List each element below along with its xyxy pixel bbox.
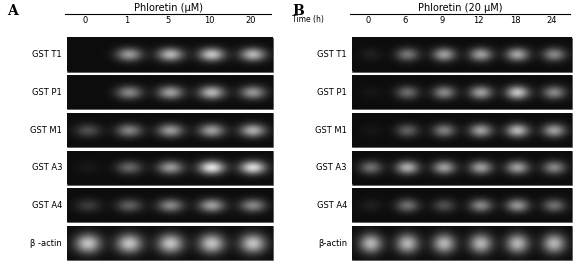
Text: GST M1: GST M1 xyxy=(30,126,62,135)
Bar xyxy=(352,150,572,185)
Text: 1: 1 xyxy=(124,16,130,25)
Text: 24: 24 xyxy=(547,16,557,25)
Text: B: B xyxy=(292,4,304,18)
Text: β -actin: β -actin xyxy=(30,239,62,248)
Text: A: A xyxy=(7,4,18,18)
Bar xyxy=(67,150,273,185)
Text: GST A3: GST A3 xyxy=(31,163,62,172)
Bar xyxy=(67,188,273,222)
Text: GST P1: GST P1 xyxy=(32,88,62,97)
Text: 18: 18 xyxy=(510,16,521,25)
Text: GST T1: GST T1 xyxy=(317,50,347,59)
Bar xyxy=(67,226,273,260)
Text: GST A4: GST A4 xyxy=(32,201,62,210)
Bar xyxy=(67,75,273,109)
Text: GST A4: GST A4 xyxy=(317,201,347,210)
Text: 0: 0 xyxy=(366,16,371,25)
Text: 10: 10 xyxy=(204,16,214,25)
Text: 6: 6 xyxy=(402,16,408,25)
Text: Phloretin (20 μM): Phloretin (20 μM) xyxy=(418,3,502,13)
Text: β-actin: β-actin xyxy=(318,239,347,248)
Text: GST M1: GST M1 xyxy=(315,126,347,135)
Bar xyxy=(352,226,572,260)
Text: Phloretin (μM): Phloretin (μM) xyxy=(134,3,203,13)
Bar xyxy=(67,113,273,147)
Text: 0: 0 xyxy=(83,16,88,25)
Bar xyxy=(352,75,572,109)
Bar xyxy=(352,188,572,222)
Text: 20: 20 xyxy=(245,16,256,25)
Text: GST T1: GST T1 xyxy=(32,50,62,59)
Text: Time (h): Time (h) xyxy=(292,15,324,24)
Text: GST P1: GST P1 xyxy=(317,88,347,97)
Bar xyxy=(352,37,572,72)
Text: 12: 12 xyxy=(473,16,483,25)
Bar xyxy=(352,113,572,147)
Text: GST A3: GST A3 xyxy=(317,163,347,172)
Text: 9: 9 xyxy=(439,16,444,25)
Bar xyxy=(67,37,273,72)
Text: 5: 5 xyxy=(166,16,171,25)
